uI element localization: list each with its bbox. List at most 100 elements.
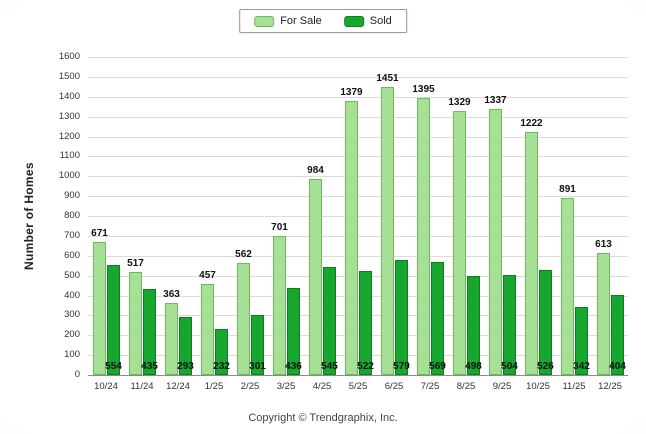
y-tick-label: 300 bbox=[64, 309, 80, 321]
x-tick-label: 2/25 bbox=[240, 381, 260, 392]
sold-value-label: 554 bbox=[105, 361, 122, 372]
for-sale-value-label: 1395 bbox=[412, 84, 435, 95]
sold-value-label: 545 bbox=[321, 361, 338, 372]
sold-bar bbox=[179, 317, 192, 375]
legend-label-sold: Sold bbox=[369, 15, 392, 27]
y-tick-label: 900 bbox=[64, 190, 80, 202]
sold-value-label: 579 bbox=[393, 361, 410, 372]
bars-layer: 671 554 517 435 363 293 457 232 562 301 701 436 984 5… bbox=[88, 57, 628, 375]
x-tick-label: 10/24 bbox=[94, 381, 118, 392]
sold-bar bbox=[143, 289, 156, 375]
gridline bbox=[88, 255, 628, 257]
sold-bar bbox=[611, 295, 624, 375]
y-tick-label: 0 bbox=[74, 369, 80, 380]
for-sale-value-label: 891 bbox=[559, 184, 576, 195]
for-sale-bar bbox=[489, 109, 502, 375]
bar-group: 671 554 bbox=[88, 57, 124, 375]
gridline bbox=[88, 235, 628, 237]
x-tick-label: 5/25 bbox=[348, 381, 368, 392]
sold-value-label: 526 bbox=[537, 361, 554, 372]
bar-group: 517 435 bbox=[124, 57, 160, 375]
gridline bbox=[88, 176, 628, 178]
y-tick-label: 600 bbox=[64, 249, 80, 261]
bar-group: 1222 526 bbox=[520, 57, 556, 375]
for-sale-bar bbox=[561, 198, 574, 375]
sold-bar bbox=[431, 262, 444, 375]
gridline bbox=[88, 96, 628, 98]
bar-group: 613 404 bbox=[592, 57, 628, 375]
for-sale-bar bbox=[381, 87, 394, 375]
sold-bar bbox=[503, 275, 516, 375]
y-axis-tick-labels: 0 100 200 300 400 500 600 700 800 900 1000 1100 1200… bbox=[46, 51, 84, 380]
for-sale-bar bbox=[525, 132, 538, 375]
sold-bar bbox=[359, 271, 372, 375]
y-tick-label: 1000 bbox=[58, 170, 80, 182]
bar-group: 1379 522 bbox=[340, 57, 376, 375]
for-sale-bar bbox=[417, 98, 430, 375]
sold-value-label: 342 bbox=[573, 361, 590, 372]
bar-group: 891 342 bbox=[556, 57, 592, 375]
y-tick-label: 100 bbox=[64, 349, 80, 361]
sold-bar bbox=[215, 329, 228, 375]
legend-label-for-sale: For Sale bbox=[280, 15, 322, 27]
sold-value-label: 569 bbox=[429, 361, 446, 372]
y-tick-label: 200 bbox=[64, 329, 80, 341]
for-sale-value-label: 701 bbox=[271, 222, 288, 233]
x-tick-label: 6/25 bbox=[384, 381, 404, 392]
for-sale-bar bbox=[273, 236, 286, 375]
sold-bar bbox=[539, 270, 552, 375]
bar-group: 984 545 bbox=[304, 57, 340, 375]
for-sale-value-label: 1379 bbox=[340, 87, 363, 98]
sold-value-label: 498 bbox=[465, 361, 482, 372]
x-tick-label: 12/24 bbox=[166, 381, 190, 392]
x-axis-tick-labels: 10/24 11/24 12/24 1/25 2/25 3/25 4/25 5/25 6/25 7… bbox=[88, 381, 628, 392]
for-sale-bar bbox=[309, 179, 322, 375]
bar-group: 363 293 bbox=[160, 57, 196, 375]
sold-bar bbox=[287, 288, 300, 375]
gridline bbox=[88, 156, 628, 158]
y-tick-label: 700 bbox=[64, 229, 80, 241]
gridline bbox=[88, 136, 628, 138]
copyright-footer: Copyright © Trendgraphix, Inc. bbox=[248, 412, 398, 424]
bar-group: 457 232 bbox=[196, 57, 232, 375]
for-sale-value-label: 1451 bbox=[376, 73, 399, 84]
bar-group: 1337 504 bbox=[484, 57, 520, 375]
sold-value-label: 435 bbox=[141, 361, 158, 372]
for-sale-bar bbox=[129, 272, 142, 375]
for-sale-value-label: 1329 bbox=[448, 97, 471, 108]
for-sale-bar bbox=[93, 242, 106, 375]
y-tick-label: 400 bbox=[64, 289, 80, 301]
sold-value-label: 232 bbox=[213, 361, 230, 372]
x-tick-label: 10/25 bbox=[526, 381, 550, 392]
gridline bbox=[88, 275, 628, 277]
sold-value-label: 504 bbox=[501, 361, 518, 372]
x-tick-label: 9/25 bbox=[492, 381, 512, 392]
for-sale-value-label: 984 bbox=[307, 165, 324, 176]
for-sale-bar bbox=[237, 263, 250, 375]
x-tick-label: 1/25 bbox=[204, 381, 224, 392]
sold-bar bbox=[251, 315, 264, 375]
sold-value-label: 522 bbox=[357, 361, 374, 372]
gridline bbox=[88, 295, 628, 297]
x-tick-label: 8/25 bbox=[456, 381, 476, 392]
sold-swatch bbox=[343, 15, 364, 27]
x-tick-label: 3/25 bbox=[276, 381, 296, 392]
sold-bar bbox=[395, 260, 408, 375]
x-tick-label: 11/25 bbox=[562, 381, 586, 392]
for-sale-value-label: 613 bbox=[595, 239, 612, 250]
for-sale-value-label: 562 bbox=[235, 249, 252, 260]
gridline bbox=[88, 57, 628, 58]
sold-bar bbox=[575, 307, 588, 375]
bar-group: 1451 579 bbox=[376, 57, 412, 375]
x-tick-label: 4/25 bbox=[312, 381, 332, 392]
sold-bar bbox=[107, 265, 120, 375]
gridline bbox=[88, 216, 628, 217]
for-sale-value-label: 671 bbox=[91, 228, 108, 239]
sold-value-label: 436 bbox=[285, 361, 302, 372]
y-tick-label: 1100 bbox=[59, 150, 80, 162]
for-sale-bar bbox=[453, 111, 466, 375]
x-tick-label: 11/24 bbox=[130, 381, 154, 392]
for-sale-bar bbox=[201, 284, 214, 375]
for-sale-bar bbox=[345, 101, 358, 375]
